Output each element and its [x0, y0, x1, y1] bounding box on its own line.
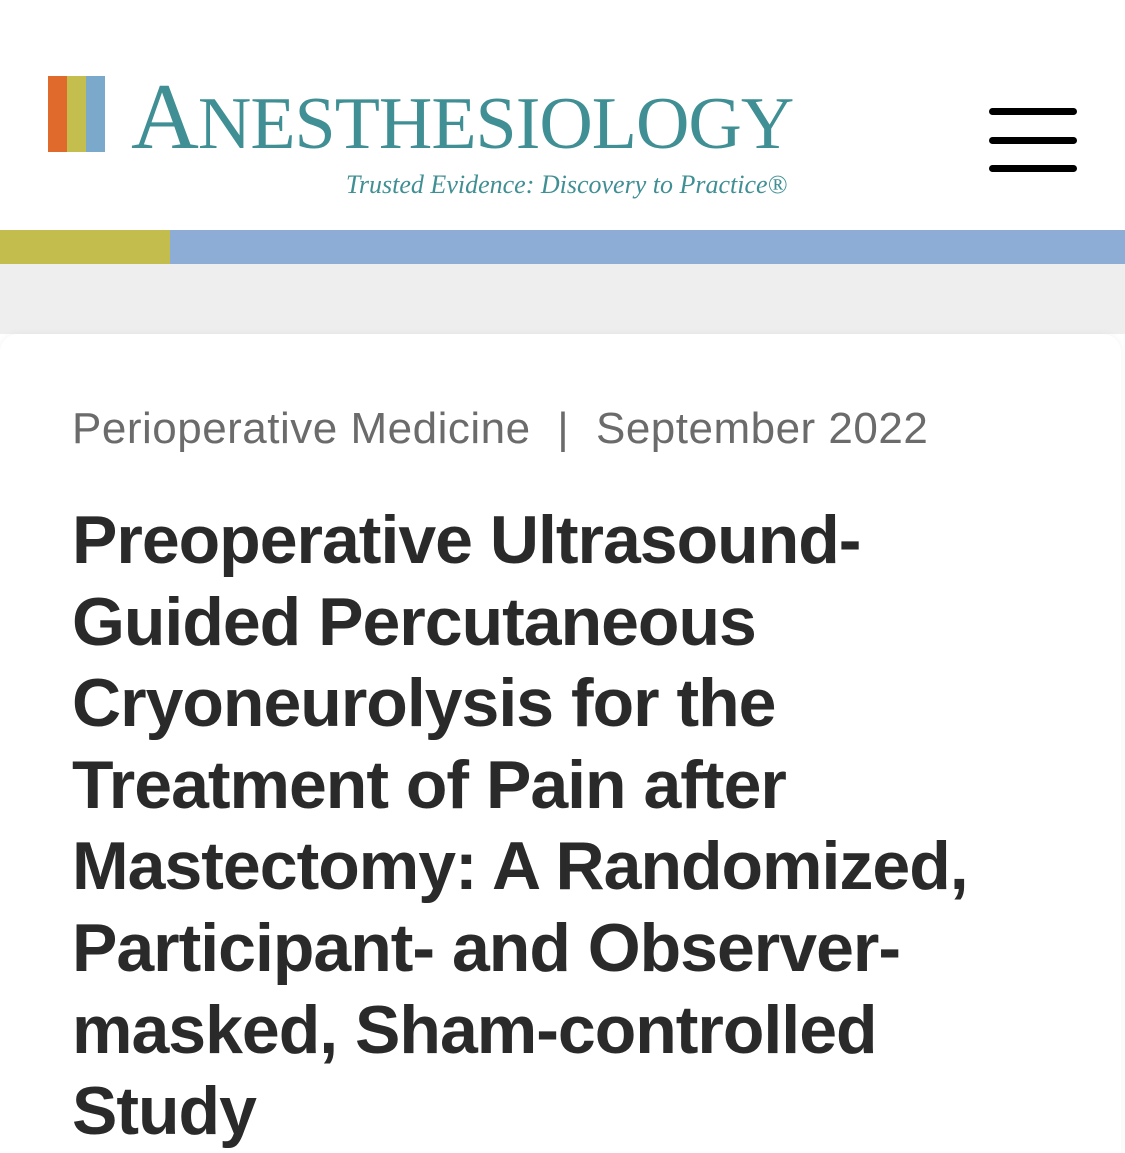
- article-meta: Perioperative Medicine | September 2022: [72, 404, 1049, 454]
- brand-title-cap: A: [131, 65, 198, 169]
- hamburger-icon: [989, 137, 1077, 144]
- content-gap: [0, 264, 1125, 334]
- brand-text: ANESTHESIOLOGY Trusted Evidence: Discove…: [131, 70, 793, 200]
- article-date: September 2022: [596, 404, 928, 453]
- brand-tagline: Trusted Evidence: Discovery to Practice®: [131, 170, 793, 200]
- brand-title-rest: NESTHESIOLOGY: [198, 83, 793, 165]
- hamburger-icon: [989, 165, 1077, 172]
- article-category[interactable]: Perioperative Medicine: [72, 404, 531, 453]
- article-card: Perioperative Medicine | September 2022 …: [0, 334, 1121, 1153]
- logo-bar-1: [48, 76, 67, 152]
- color-divider: [0, 230, 1125, 264]
- site-header: ANESTHESIOLOGY Trusted Evidence: Discove…: [0, 0, 1125, 230]
- brand-title: ANESTHESIOLOGY: [131, 70, 793, 164]
- logo-bar-2: [67, 76, 86, 152]
- logo-bar-3: [86, 76, 105, 152]
- logo-color-bars: [48, 76, 105, 152]
- article-title: Preoperative Ultrasound-Guided Percutane…: [72, 500, 1049, 1153]
- brand-logo[interactable]: ANESTHESIOLOGY Trusted Evidence: Discove…: [48, 70, 793, 200]
- divider-right: [170, 230, 1125, 264]
- menu-button[interactable]: [989, 108, 1077, 172]
- hamburger-icon: [989, 108, 1077, 115]
- meta-separator: |: [557, 404, 569, 453]
- divider-left: [0, 230, 170, 264]
